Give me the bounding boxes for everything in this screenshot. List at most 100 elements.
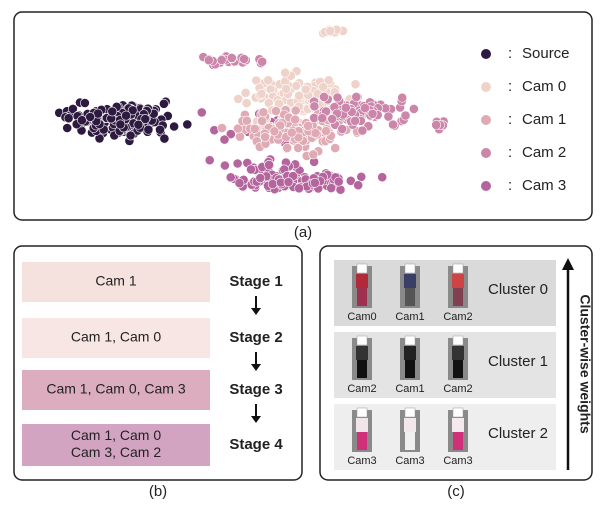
scatter-dot: [295, 184, 304, 193]
scatter: [55, 25, 449, 194]
camera-label: Cam2: [443, 383, 472, 395]
scatter-dot: [116, 120, 125, 129]
legend-label: Cam 1: [522, 111, 566, 128]
scatter-dot: [304, 121, 313, 130]
scatter-dot: [368, 109, 377, 118]
scatter-dot: [336, 185, 345, 194]
legend-separator: :: [508, 144, 512, 161]
camera-label: Cam1: [395, 383, 424, 395]
caption: (b): [149, 483, 167, 500]
scatter-dot: [328, 114, 337, 123]
figure: (a) (b) (c) Cluster-wise weights :Source…: [0, 0, 606, 502]
legend-marker: [481, 82, 491, 92]
scatter-dot: [378, 173, 387, 182]
scatter-dot: [284, 177, 293, 186]
scatter-dot: [318, 114, 327, 123]
person-legs: [357, 288, 367, 306]
person-torso: [356, 418, 368, 432]
face-mask: [405, 336, 415, 345]
scatter-dot: [217, 123, 226, 132]
scatter-dot: [432, 120, 441, 129]
cluster-label: Cluster 2: [488, 425, 548, 442]
scatter-dot: [310, 102, 319, 111]
scatter-dot: [235, 179, 244, 188]
scatter-dot: [291, 115, 300, 124]
scatter-dot: [265, 160, 274, 169]
scatter-dot: [217, 55, 226, 64]
legend-separator: :: [508, 111, 512, 128]
scatter-dot: [160, 134, 169, 143]
person-legs: [453, 360, 463, 378]
scatter-dot: [259, 108, 268, 117]
legend-marker: [481, 181, 491, 191]
legend-separator: :: [508, 78, 512, 95]
camera-set: Cam 1, Cam 0: [71, 329, 161, 345]
person-legs: [357, 360, 367, 378]
scatter-dot: [258, 57, 267, 66]
scatter-dot: [352, 92, 361, 101]
scatter-dot: [258, 116, 267, 125]
camera-set: Cam 1, Cam 0, Cam 3: [46, 381, 185, 397]
face-mask: [453, 408, 463, 417]
scatter-dot: [155, 125, 164, 134]
scatter-dot: [287, 128, 296, 137]
scatter-dot: [63, 123, 72, 132]
arrow-head: [251, 364, 261, 371]
scatter-dot: [319, 82, 328, 91]
legend-marker: [481, 115, 491, 125]
legend-label: Cam 3: [522, 177, 566, 194]
person-legs: [405, 432, 415, 450]
scatter-dot: [301, 85, 310, 94]
legend-marker: [481, 148, 491, 158]
scatter-dot: [333, 93, 342, 102]
scatter-dot: [205, 156, 214, 165]
scatter-dot: [242, 99, 251, 108]
scatter-dot: [246, 165, 255, 174]
stage-label: Stage 4: [229, 436, 283, 453]
scatter-dot: [311, 129, 320, 138]
person-torso: [452, 346, 464, 360]
scatter-dot: [341, 103, 350, 112]
scatter-dot: [235, 132, 244, 141]
scatter-dot: [77, 116, 86, 125]
scatter-dot: [401, 111, 410, 120]
person-legs: [405, 288, 415, 306]
scatter-dot: [197, 108, 206, 117]
scatter-dot: [170, 122, 179, 131]
person-torso: [452, 274, 464, 288]
scatter-dot: [291, 106, 300, 115]
scatter-dot: [257, 89, 266, 98]
scatter-dot: [358, 126, 367, 135]
scatter-dot: [241, 88, 250, 97]
scatter-dot: [183, 120, 192, 129]
camera-label: Cam2: [347, 383, 376, 395]
stage-label: Stage 3: [229, 381, 282, 398]
legend-marker: [481, 49, 491, 59]
face-mask: [453, 264, 463, 273]
person-legs: [357, 432, 367, 450]
camera-label: Cam1: [395, 311, 424, 323]
scatter-dot: [282, 84, 291, 93]
caption: (c): [447, 483, 465, 500]
legend-label: Cam 0: [522, 78, 566, 95]
scatter-dot: [122, 111, 131, 120]
legend-label: Cam 2: [522, 144, 566, 161]
scatter-dot: [108, 107, 117, 116]
face-mask: [453, 336, 463, 345]
person-legs: [453, 432, 463, 450]
scatter-dot: [360, 104, 369, 113]
person-torso: [404, 274, 416, 288]
scatter-dot: [357, 172, 366, 181]
scatter-dot: [240, 54, 249, 63]
scatter-dot: [256, 173, 265, 182]
scatter-dot: [283, 143, 292, 152]
caption: (a): [294, 224, 312, 241]
face-mask: [357, 408, 367, 417]
face-mask: [405, 264, 415, 273]
scatter-dot: [292, 81, 301, 90]
scatter-dot: [261, 132, 270, 141]
arrow-head: [251, 308, 261, 315]
person-torso: [356, 274, 368, 288]
scatter-dot: [204, 56, 213, 65]
scatter-dot: [327, 184, 336, 193]
